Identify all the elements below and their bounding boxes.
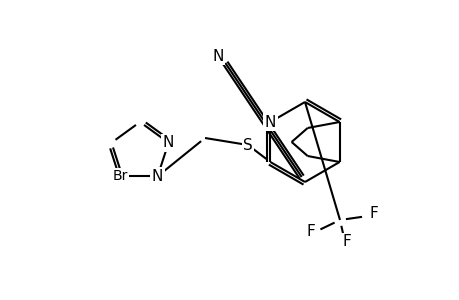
Text: N: N [212, 49, 223, 64]
Text: N: N [162, 135, 174, 150]
Text: Br: Br [112, 169, 128, 183]
Text: N: N [264, 115, 275, 130]
Text: S: S [243, 137, 252, 152]
Text: F: F [306, 224, 315, 239]
Text: N: N [151, 169, 163, 184]
Text: F: F [369, 206, 378, 221]
Text: F: F [342, 235, 351, 250]
